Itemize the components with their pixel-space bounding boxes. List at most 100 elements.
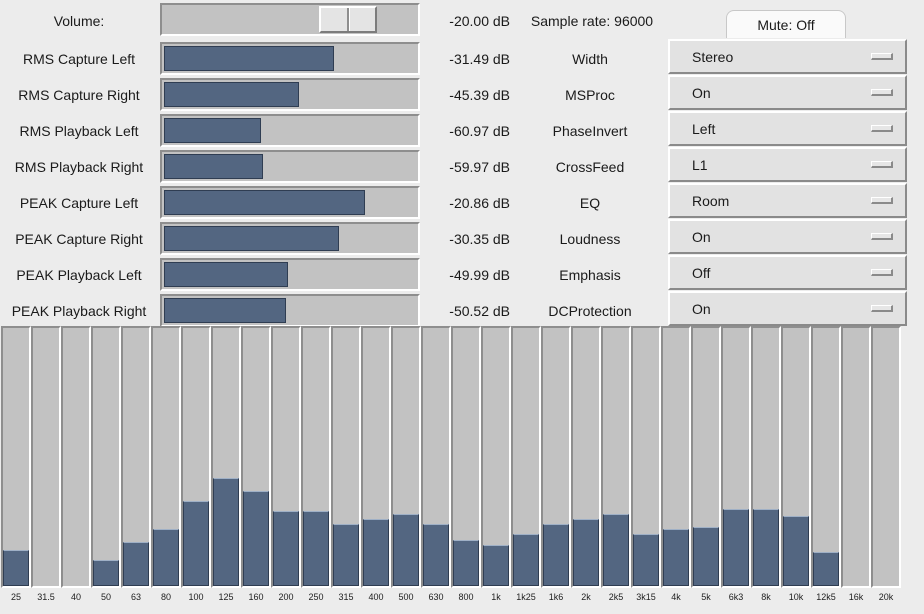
eq-band-bar bbox=[3, 550, 29, 586]
eq-band-bar bbox=[333, 524, 359, 586]
eq-band-bar bbox=[783, 516, 809, 586]
eq-band-track bbox=[31, 326, 61, 588]
eq-band-label: 630 bbox=[428, 592, 444, 602]
eq-band-track bbox=[1, 326, 31, 588]
eq-band-bar bbox=[483, 545, 509, 586]
option-menu-loudness[interactable]: On bbox=[668, 219, 907, 254]
eq-band-slider[interactable] bbox=[91, 326, 121, 588]
eq-band-bar bbox=[393, 514, 419, 586]
option-menu-indicator-icon bbox=[871, 161, 893, 168]
eq-band-label: 5k bbox=[701, 592, 711, 602]
option-label: MSProc bbox=[565, 87, 615, 103]
option-menu-indicator-icon bbox=[871, 233, 893, 240]
eq-band-slider[interactable] bbox=[31, 326, 61, 588]
option-menu-crossfeed[interactable]: L1 bbox=[668, 147, 907, 182]
level-meter-fill bbox=[164, 190, 365, 215]
eq-band-bar bbox=[753, 509, 779, 586]
volume-slider-handle[interactable] bbox=[319, 6, 377, 33]
eq-band-bar bbox=[633, 534, 659, 586]
option-menu-phaseinvert[interactable]: Left bbox=[668, 111, 907, 146]
option-menu-msproc[interactable]: On bbox=[668, 75, 907, 110]
option-menu-indicator-icon bbox=[871, 89, 893, 96]
eq-band-label: 2k bbox=[581, 592, 591, 602]
option-menu-eq[interactable]: Room bbox=[668, 183, 907, 218]
eq-band-slider[interactable] bbox=[481, 326, 511, 588]
level-meter-fill bbox=[164, 82, 299, 107]
option-menu-value: Off bbox=[692, 264, 711, 281]
eq-band-label: 250 bbox=[308, 592, 324, 602]
eq-band-slider[interactable] bbox=[211, 326, 241, 588]
eq-band-label: 1k6 bbox=[548, 592, 564, 602]
option-label: DCProtection bbox=[548, 303, 632, 319]
eq-band-bar bbox=[303, 511, 329, 586]
eq-band-bar bbox=[663, 529, 689, 586]
option-menu-dcprotection[interactable]: On bbox=[668, 291, 907, 326]
eq-band-slider[interactable] bbox=[391, 326, 421, 588]
option-label: CrossFeed bbox=[555, 159, 625, 175]
eq-band-track bbox=[811, 326, 841, 588]
option-label: EQ bbox=[579, 195, 601, 211]
eq-band-slider[interactable] bbox=[271, 326, 301, 588]
eq-band-slider[interactable] bbox=[421, 326, 451, 588]
option-menu-value: L1 bbox=[692, 156, 708, 173]
eq-band-slider[interactable] bbox=[601, 326, 631, 588]
eq-band-bar bbox=[603, 514, 629, 586]
eq-band-slider[interactable] bbox=[331, 326, 361, 588]
eq-band-slider[interactable] bbox=[181, 326, 211, 588]
meter-label: RMS Capture Right bbox=[18, 87, 140, 103]
eq-band-track bbox=[841, 326, 871, 588]
level-meter-fill bbox=[164, 226, 339, 251]
eq-band-slider[interactable] bbox=[241, 326, 271, 588]
eq-band-label: 100 bbox=[188, 592, 204, 602]
level-meter-fill bbox=[164, 154, 263, 179]
eq-band-track bbox=[91, 326, 121, 588]
eq-band-label: 400 bbox=[368, 592, 384, 602]
eq-band-slider[interactable] bbox=[721, 326, 751, 588]
volume-slider[interactable] bbox=[160, 3, 420, 36]
level-meter bbox=[160, 78, 420, 111]
meter-value: -45.39 dB bbox=[449, 87, 510, 103]
sample-rate-label: Sample rate: 96000 bbox=[530, 13, 654, 29]
eq-band-slider[interactable] bbox=[451, 326, 481, 588]
eq-band-label: 50 bbox=[100, 592, 111, 602]
eq-band-slider[interactable] bbox=[871, 326, 901, 588]
meter-value: -60.97 dB bbox=[449, 123, 510, 139]
volume-value: -20.00 dB bbox=[449, 13, 510, 29]
eq-band-slider[interactable] bbox=[811, 326, 841, 588]
eq-band-slider[interactable] bbox=[151, 326, 181, 588]
eq-band-slider[interactable] bbox=[301, 326, 331, 588]
eq-band-slider[interactable] bbox=[691, 326, 721, 588]
mute-button[interactable]: Mute: Off bbox=[726, 10, 846, 38]
eq-band-slider[interactable] bbox=[121, 326, 151, 588]
eq-band-label: 800 bbox=[458, 592, 474, 602]
option-label: Width bbox=[572, 51, 608, 67]
eq-band-slider[interactable] bbox=[541, 326, 571, 588]
option-menu-emphasis[interactable]: Off bbox=[668, 255, 907, 290]
eq-band-bar bbox=[93, 560, 119, 586]
eq-band-label: 200 bbox=[278, 592, 294, 602]
level-meter-fill bbox=[164, 262, 288, 287]
eq-band-slider[interactable] bbox=[61, 326, 91, 588]
eq-band-slider[interactable] bbox=[781, 326, 811, 588]
eq-band-slider[interactable] bbox=[361, 326, 391, 588]
eq-band-slider[interactable] bbox=[661, 326, 691, 588]
option-label: PhaseInvert bbox=[552, 123, 628, 139]
eq-band-track bbox=[61, 326, 91, 588]
eq-band-slider[interactable] bbox=[631, 326, 661, 588]
eq-band-bar bbox=[363, 519, 389, 586]
eq-band-label: 1k bbox=[491, 592, 501, 602]
eq-band-slider[interactable] bbox=[571, 326, 601, 588]
eq-band-slider[interactable] bbox=[841, 326, 871, 588]
eq-band-label: 16k bbox=[848, 592, 864, 602]
eq-band-bar bbox=[213, 478, 239, 586]
eq-band-bar bbox=[123, 542, 149, 586]
eq-band-label: 160 bbox=[248, 592, 264, 602]
option-menu-width[interactable]: Stereo bbox=[668, 39, 907, 74]
option-menu-value: Room bbox=[692, 192, 730, 209]
eq-band-slider[interactable] bbox=[751, 326, 781, 588]
meter-label: RMS Capture Left bbox=[22, 51, 136, 67]
level-meter-fill bbox=[164, 46, 334, 71]
eq-band-slider[interactable] bbox=[1, 326, 31, 588]
eq-band-label: 500 bbox=[398, 592, 414, 602]
eq-band-slider[interactable] bbox=[511, 326, 541, 588]
